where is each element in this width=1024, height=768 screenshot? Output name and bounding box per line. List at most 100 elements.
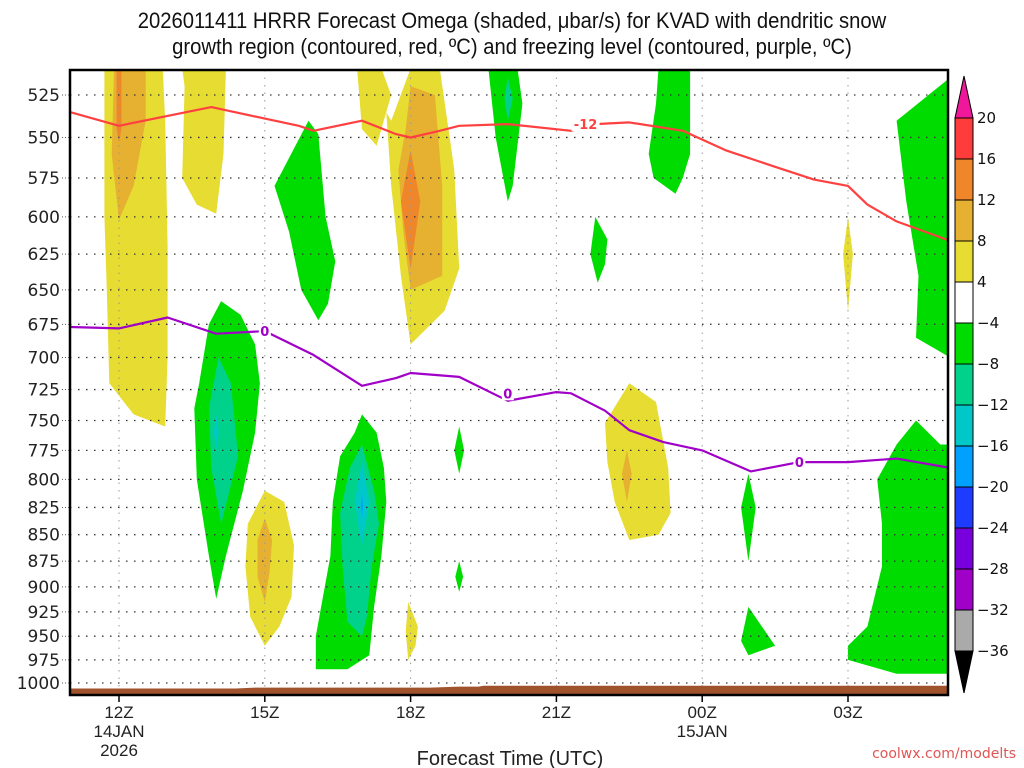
omega-shading xyxy=(104,70,948,674)
x-tick-label: 00Z xyxy=(688,703,717,722)
y-axis: 525 550 575 600 625 650 675 700 725 750 775 800 825 8… xyxy=(17,86,70,694)
y-tick-label: 675 xyxy=(28,315,60,335)
y-tick-label: 975 xyxy=(28,651,60,671)
contour-label: 0 xyxy=(795,456,804,471)
colorbar-tick-label: −16 xyxy=(977,437,1009,455)
y-tick-label: 700 xyxy=(28,349,60,369)
colorbar: 20 16 12 8 4 −4 −8 −12 −16 −20 −24 −28 −32 −36 xyxy=(954,75,1009,694)
x-tick-label: 15Z xyxy=(250,703,279,722)
omega-region-28 xyxy=(741,473,756,562)
omega-region-2 xyxy=(116,70,122,143)
terrain xyxy=(70,685,948,695)
contour-label: -12 xyxy=(574,118,598,133)
contours: -12 0 0 0 xyxy=(70,105,948,473)
colorbar-tick-label: −20 xyxy=(977,478,1009,496)
colorbar-swatch xyxy=(954,199,974,242)
omega-region-22 xyxy=(455,561,464,592)
colorbar-tick-label: −4 xyxy=(977,314,999,332)
x-tick-label: 18Z xyxy=(396,703,425,722)
colorbar-swatch xyxy=(954,486,974,529)
terrain-surface xyxy=(70,685,948,695)
y-tick-label: 950 xyxy=(28,627,60,647)
colorbar-tick-label: −24 xyxy=(977,519,1009,537)
dgz-minus12-contour xyxy=(70,105,948,242)
colorbar-swatch xyxy=(954,445,974,488)
omega-region-21 xyxy=(454,426,465,474)
omega-region-7 xyxy=(400,150,421,269)
colorbar-tick-label: 12 xyxy=(977,191,996,209)
x-tick-label: 12Z xyxy=(104,703,133,722)
y-tick-label: 650 xyxy=(28,281,60,301)
colorbar-swatch xyxy=(954,404,974,447)
omega-region-17 xyxy=(340,444,379,637)
omega-region-26 xyxy=(605,383,671,540)
colorbar-tick-label: 8 xyxy=(977,232,987,250)
y-tick-label: 575 xyxy=(28,169,60,189)
contour-label: 0 xyxy=(260,325,269,340)
colorbar-swatch xyxy=(954,568,974,611)
colorbar-swatch xyxy=(954,281,974,324)
omega-region-31 xyxy=(848,420,948,674)
omega-region-25 xyxy=(843,216,853,311)
omega-region-10 xyxy=(274,120,336,321)
y-tick-label: 625 xyxy=(28,245,60,265)
x-tick-date: 14JAN xyxy=(93,722,144,741)
credit-link[interactable]: coolwx.com/modelts xyxy=(872,746,1016,762)
colorbar-tick-label: −12 xyxy=(977,396,1009,414)
contour-label-bg xyxy=(258,324,271,339)
x-tick-date: 15JAN xyxy=(677,722,728,741)
colorbar-tick-label: −28 xyxy=(977,560,1009,578)
omega-region-30 xyxy=(896,79,948,357)
omega-region-4 xyxy=(357,70,392,146)
omega-region-23 xyxy=(648,70,691,194)
chart-title-line1: 2026011411 HRRR Forecast Omega (shaded, … xyxy=(137,8,887,33)
y-tick-label: 850 xyxy=(28,526,60,546)
omega-region-13 xyxy=(213,414,219,451)
y-tick-label: 875 xyxy=(28,552,60,572)
y-tick-label: 925 xyxy=(28,603,60,623)
contour-label: 0 xyxy=(503,387,512,402)
omega-region-19 xyxy=(361,493,363,518)
y-tick-label: 725 xyxy=(28,381,60,401)
omega-region-12 xyxy=(208,357,239,524)
omega-region-9 xyxy=(504,77,513,121)
chart-title: 2026011411 HRRR Forecast Omega (shaded, … xyxy=(41,8,983,60)
omega-region-27 xyxy=(622,450,632,502)
x-axis-label: Forecast Time (UTC) xyxy=(417,748,604,768)
omega-region-24 xyxy=(590,216,608,283)
freezing-level-contour xyxy=(70,316,948,473)
contour-label-bg xyxy=(793,455,806,470)
colorbar-tick-label: 4 xyxy=(977,273,987,291)
y-tick-label: 775 xyxy=(28,441,60,461)
y-tick-label: 550 xyxy=(28,128,60,148)
colorbar-swatch xyxy=(954,117,974,160)
omega-region-20 xyxy=(405,601,418,660)
plot-frame xyxy=(68,68,950,697)
colorbar-swatch xyxy=(954,527,974,570)
y-tick-label: 525 xyxy=(28,86,60,106)
colorbar-tick-label: 16 xyxy=(977,150,996,168)
x-tick-label: 21Z xyxy=(542,703,571,722)
omega-region-29 xyxy=(741,606,776,656)
y-tick-label: 1000 xyxy=(17,674,60,694)
y-tick-label: 900 xyxy=(28,578,60,598)
omega-region-15 xyxy=(257,518,273,602)
colorbar-swatch xyxy=(954,609,974,652)
colorbar-over-triangle xyxy=(954,75,974,119)
x-tick-year: 2026 xyxy=(100,741,138,760)
colorbar-swatch xyxy=(954,322,974,365)
y-tick-label: 750 xyxy=(28,411,60,431)
colorbar-tick-label: 20 xyxy=(977,109,996,127)
colorbar-swatch xyxy=(954,363,974,406)
colorbar-tick-label: −8 xyxy=(977,355,999,373)
omega-region-8 xyxy=(488,70,523,202)
x-tick-label: 03Z xyxy=(833,703,862,722)
colorbar-tick-label: −32 xyxy=(977,601,1009,619)
colorbar-swatch xyxy=(954,158,974,201)
colorbar-under-triangle xyxy=(954,650,974,694)
chart-title-line2: growth region (contoured, red, ºC) and f… xyxy=(172,34,852,59)
contour-label-bg xyxy=(501,386,514,401)
contour-label-bg xyxy=(571,117,600,132)
